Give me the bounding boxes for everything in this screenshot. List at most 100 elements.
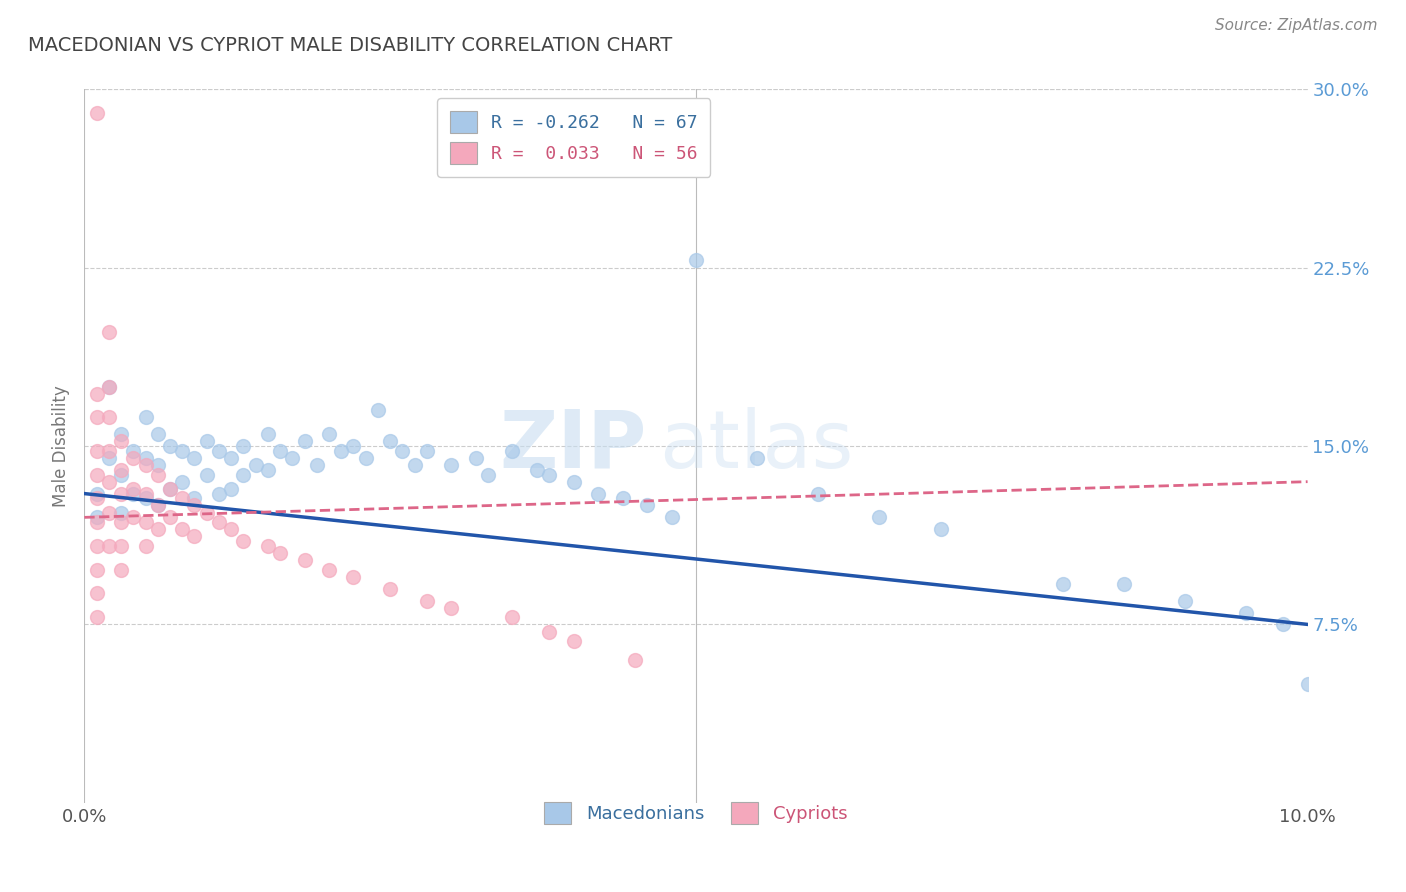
Point <box>269 546 291 560</box>
Text: Source: ZipAtlas.com: Source: ZipAtlas.com <box>1215 18 1378 33</box>
Point <box>562 634 585 648</box>
Point <box>183 450 205 465</box>
Text: atlas: atlas <box>659 407 853 485</box>
Point <box>807 486 830 500</box>
Point <box>232 439 254 453</box>
Point <box>97 325 120 339</box>
Point <box>97 379 120 393</box>
Point <box>183 491 205 506</box>
Point <box>110 506 132 520</box>
Point <box>135 486 157 500</box>
Point <box>440 458 463 472</box>
Point <box>122 510 145 524</box>
Point <box>135 458 157 472</box>
Point <box>183 529 205 543</box>
Point <box>86 515 108 529</box>
Point <box>869 510 891 524</box>
Point <box>183 499 205 513</box>
Point <box>86 386 108 401</box>
Point <box>208 486 231 500</box>
Point <box>318 563 340 577</box>
Point <box>391 443 413 458</box>
Point <box>257 463 280 477</box>
Point <box>86 510 108 524</box>
Point <box>269 443 291 458</box>
Text: MACEDONIAN VS CYPRIOT MALE DISABILITY CORRELATION CHART: MACEDONIAN VS CYPRIOT MALE DISABILITY CO… <box>28 36 672 54</box>
Point <box>612 491 634 506</box>
Point <box>97 506 120 520</box>
Point <box>342 570 364 584</box>
Point <box>404 458 426 472</box>
Point <box>477 467 499 482</box>
Point <box>380 582 402 596</box>
Point <box>502 610 524 624</box>
Point <box>929 522 952 536</box>
Point <box>86 563 108 577</box>
Point <box>1052 577 1074 591</box>
Point <box>97 450 120 465</box>
Point <box>195 506 218 520</box>
Point <box>526 463 548 477</box>
Point <box>294 434 316 449</box>
Legend: Macedonians, Cypriots: Macedonians, Cypriots <box>531 789 860 837</box>
Point <box>562 475 585 489</box>
Point <box>110 427 132 442</box>
Point <box>502 443 524 458</box>
Point <box>245 458 267 472</box>
Point <box>380 434 402 449</box>
Y-axis label: Male Disability: Male Disability <box>52 385 70 507</box>
Point <box>86 410 108 425</box>
Point <box>97 443 120 458</box>
Point <box>330 443 353 458</box>
Point <box>135 539 157 553</box>
Point <box>122 443 145 458</box>
Point <box>208 443 231 458</box>
Point <box>257 539 280 553</box>
Point <box>318 427 340 442</box>
Point <box>86 586 108 600</box>
Point <box>172 475 194 489</box>
Point <box>135 515 157 529</box>
Point <box>122 450 145 465</box>
Point <box>146 499 169 513</box>
Point <box>219 522 242 536</box>
Point <box>97 475 120 489</box>
Point <box>110 463 132 477</box>
Point <box>1296 677 1319 691</box>
Point <box>86 106 108 120</box>
Point <box>305 458 328 472</box>
Point <box>135 491 157 506</box>
Point <box>122 486 145 500</box>
Point <box>586 486 609 500</box>
Point <box>172 522 194 536</box>
Point <box>122 482 145 496</box>
Point <box>159 482 181 496</box>
Point <box>86 443 108 458</box>
Point <box>172 443 194 458</box>
Point <box>257 427 280 442</box>
Point <box>661 510 683 524</box>
Point <box>172 491 194 506</box>
Point <box>97 379 120 393</box>
Point <box>367 403 389 417</box>
Point <box>135 410 157 425</box>
Point <box>747 450 769 465</box>
Point <box>146 499 169 513</box>
Point <box>1272 617 1295 632</box>
Point <box>86 491 108 506</box>
Point <box>219 482 242 496</box>
Point <box>146 522 169 536</box>
Point <box>135 450 157 465</box>
Point <box>416 593 439 607</box>
Point <box>110 515 132 529</box>
Point <box>146 467 169 482</box>
Point <box>86 467 108 482</box>
Point <box>354 450 377 465</box>
Point <box>294 553 316 567</box>
Point <box>232 534 254 549</box>
Point <box>538 624 561 639</box>
Point <box>195 434 218 449</box>
Point <box>342 439 364 453</box>
Point <box>1236 606 1258 620</box>
Point <box>97 410 120 425</box>
